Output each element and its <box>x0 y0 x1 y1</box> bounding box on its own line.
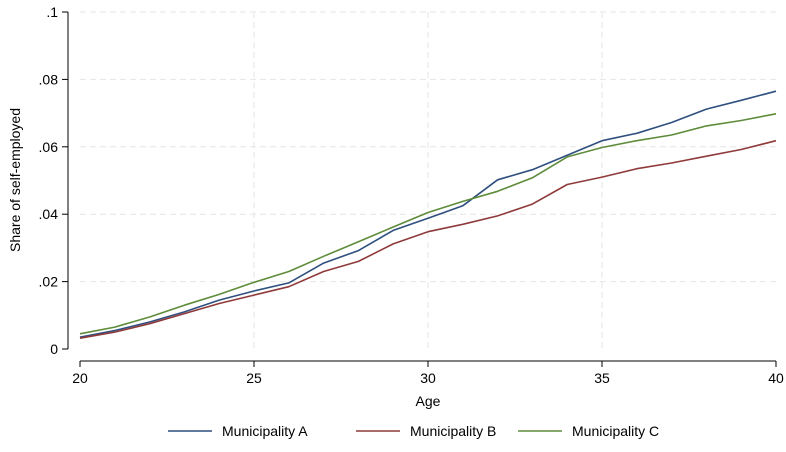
y-tick-label: .02 <box>39 274 59 290</box>
y-tick-label: 0 <box>50 341 58 357</box>
series-line-municipality-a <box>79 90 777 338</box>
y-tick-label: .04 <box>39 206 59 222</box>
legend-label-municipality-b: Municipality B <box>410 423 496 439</box>
x-tick-label: 20 <box>72 370 88 386</box>
x-tick-label: 25 <box>246 370 262 386</box>
y-tick-label: .1 <box>46 4 58 20</box>
legend-label-municipality-c: Municipality C <box>572 423 659 439</box>
x-tick-label: 35 <box>594 370 610 386</box>
x-axis-title: Age <box>416 393 441 409</box>
y-axis-title: Share of self-employed <box>7 108 23 252</box>
series-line-municipality-c <box>79 113 777 335</box>
x-tick-label: 30 <box>420 370 436 386</box>
axes: 0 .02 .04 .06 .08 .1 20 25 30 35 40 <box>39 4 784 386</box>
y-tick-label: .06 <box>39 139 59 155</box>
legend-label-municipality-a: Municipality A <box>222 423 308 439</box>
series-lines <box>79 90 777 339</box>
series-line-municipality-b <box>79 139 777 339</box>
y-tick-label: .08 <box>39 71 59 87</box>
gridlines <box>80 11 776 349</box>
legend: Municipality A Municipality B Municipality… <box>168 423 659 439</box>
x-tick-label: 40 <box>768 370 784 386</box>
